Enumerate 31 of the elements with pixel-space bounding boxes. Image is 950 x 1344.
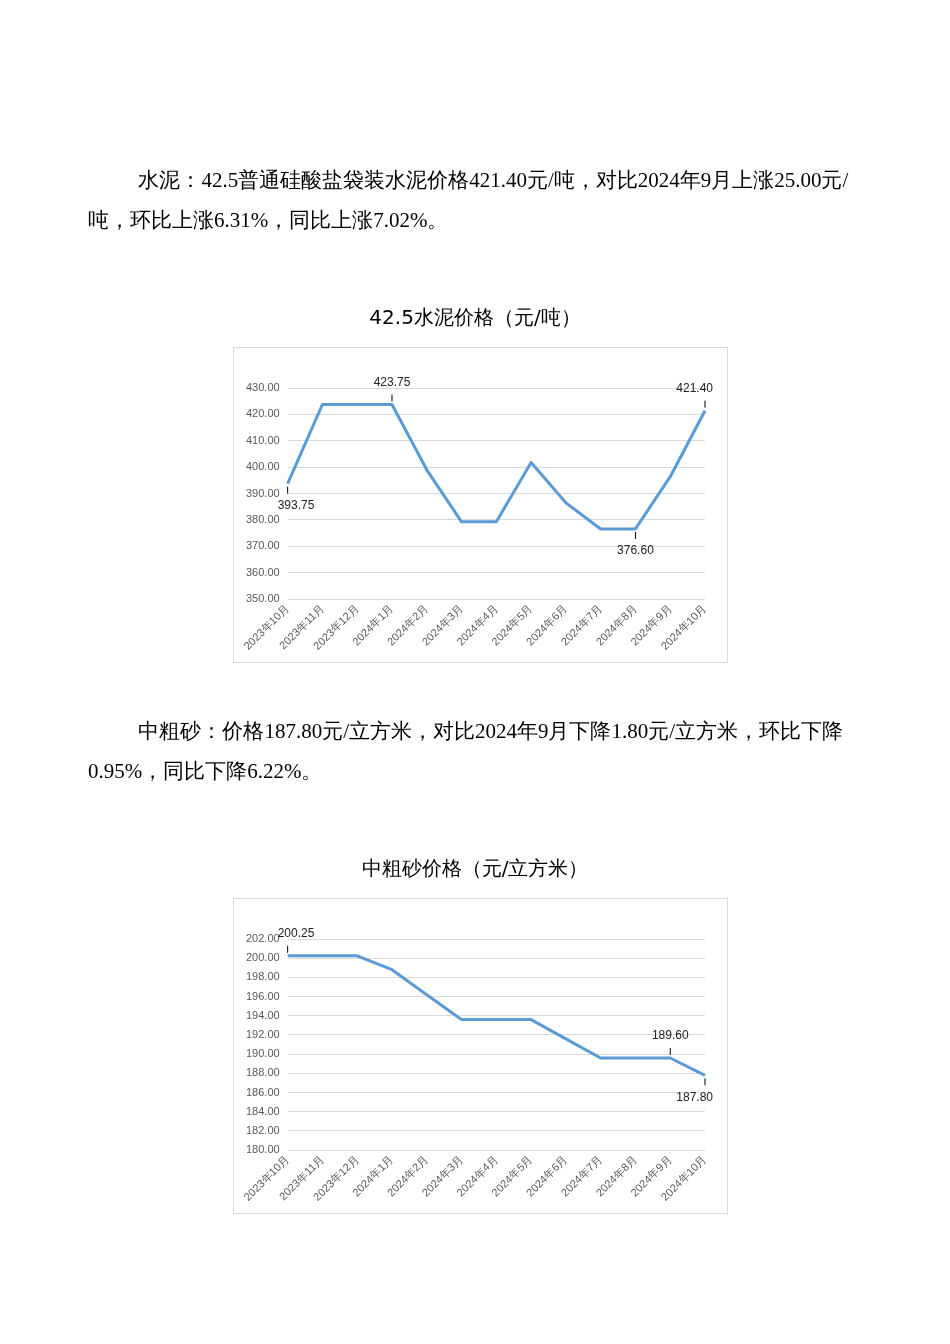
y-tick-label: 198.00: [245, 970, 280, 983]
text: 水泥：42.5普通硅酸盐袋装水泥价格421.40元/吨，对比2024年9月上涨25.00元/吨，环比上涨6.31%，同比上涨7.02%。: [88, 167, 850, 234]
data-label: 393.75: [277, 497, 315, 512]
data-label: 421.40: [675, 381, 713, 396]
chart-title: 中粗砂价格（元/立方米）: [360, 855, 590, 882]
data-label: 189.60: [651, 1028, 689, 1043]
y-tick-label: 350.00: [245, 592, 280, 605]
y-tick-label: 184.00: [245, 1104, 280, 1117]
chart-title: 42.5水泥价格（元/吨）: [368, 304, 582, 331]
y-tick-label: 410.00: [245, 433, 280, 446]
y-tick-label: 196.00: [245, 989, 280, 1002]
y-tick-label: 200.00: [245, 951, 280, 964]
y-tick-label: 190.00: [245, 1047, 280, 1060]
y-tick-label: 188.00: [245, 1066, 280, 1079]
y-tick-label: 360.00: [245, 565, 280, 578]
y-tick-label: 180.00: [245, 1143, 280, 1156]
y-tick-label: 182.00: [245, 1123, 280, 1136]
y-tick-label: 380.00: [245, 513, 280, 525]
y-tick-label: 400.00: [245, 460, 280, 473]
data-label: 423.75: [373, 374, 411, 389]
y-tick-label: 390.00: [245, 486, 280, 499]
text: 中粗砂：价格187.80元/立方米，对比2024年9月下降1.80元/立方米，环比下降0.95%，同比下降6.22%。: [88, 718, 845, 785]
y-tick-label: 194.00: [245, 1008, 280, 1021]
y-tick-label: 186.00: [245, 1085, 280, 1098]
y-tick-label: 430.00: [245, 381, 280, 394]
y-tick-label: 192.00: [245, 1028, 280, 1041]
y-tick-label: 420.00: [245, 407, 280, 420]
data-label: 187.80: [675, 1089, 713, 1104]
y-tick-label: 370.00: [245, 539, 280, 552]
data-label: 376.60: [616, 543, 654, 558]
y-tick-label: 202.00: [245, 932, 280, 945]
